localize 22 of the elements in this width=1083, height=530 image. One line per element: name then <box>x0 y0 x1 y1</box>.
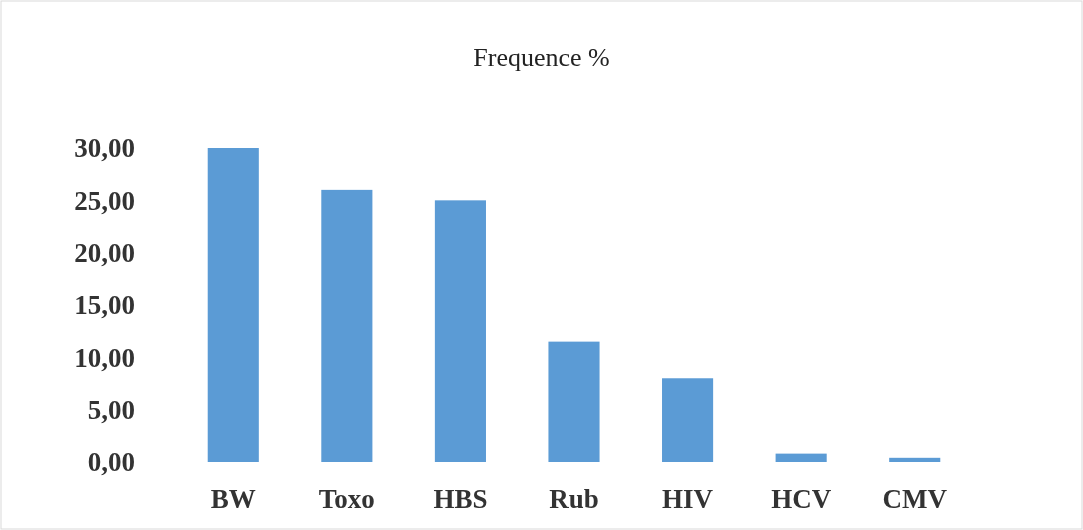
chart-title: Frequence % <box>473 43 610 72</box>
bar <box>207 148 259 462</box>
y-tick-label: 30,00 <box>74 133 135 164</box>
y-tick-label: 15,00 <box>74 290 135 321</box>
x-tick-label: Toxo <box>318 484 375 514</box>
bar <box>321 189 373 462</box>
y-tick-label: 5,00 <box>87 395 135 426</box>
x-tick-label: Rub <box>549 484 599 514</box>
y-tick-label: 10,00 <box>74 342 135 373</box>
bar <box>889 457 941 462</box>
bar <box>775 453 827 462</box>
y-tick-label: 0,00 <box>87 447 135 478</box>
x-tick-label: CMV <box>882 484 948 514</box>
y-tick-label: 20,00 <box>74 238 135 269</box>
x-tick-label: HIV <box>662 484 714 514</box>
bar <box>662 378 714 462</box>
x-tick-label: BW <box>210 484 256 514</box>
bar <box>434 200 486 462</box>
x-tick-label: HBS <box>433 484 488 514</box>
bar <box>548 341 600 462</box>
x-tick-label: HCV <box>771 484 832 514</box>
y-tick-label: 25,00 <box>74 185 135 216</box>
